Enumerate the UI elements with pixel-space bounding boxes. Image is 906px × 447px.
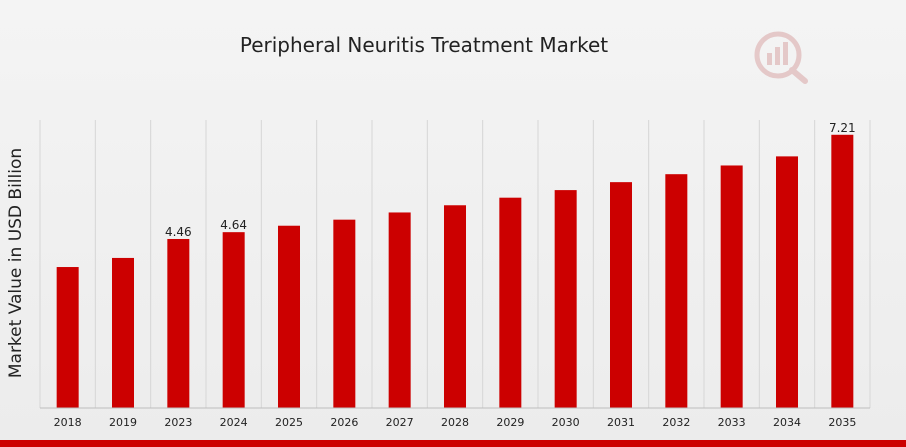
bar-2019 (112, 257, 134, 408)
ticks-layer: 2018 2019 2023 2024 2025 2026 2027 2028 2029 2030… (54, 416, 857, 429)
grid-layer (39, 120, 871, 408)
x-tick-label: 2026 (330, 416, 358, 429)
bar-2024 (222, 232, 245, 408)
x-tick-label: 2035 (828, 416, 856, 429)
x-tick-label: 2023 (164, 416, 192, 429)
data-label-2023: 4.46 (165, 225, 192, 239)
x-tick-label: 2034 (773, 416, 801, 429)
bottom-accent-band (0, 440, 906, 447)
x-tick-label: 2018 (54, 416, 82, 429)
x-tick-label: 2025 (275, 416, 303, 429)
y-axis-label: Market Value in USD Billion (6, 148, 26, 378)
brand-logo-icon (754, 31, 808, 84)
bar-2025 (278, 225, 300, 408)
labels-layer: 4.46 4.64 7.21 (165, 121, 856, 239)
bar-2029 (499, 197, 522, 408)
x-tick-label: 2032 (662, 416, 690, 429)
x-tick-label: 2024 (220, 416, 248, 429)
bar-2026 (333, 219, 356, 408)
data-label-2024: 4.64 (220, 218, 247, 232)
x-tick-label: 2029 (496, 416, 524, 429)
bar-2035 (831, 134, 854, 409)
x-tick-label: 2030 (552, 416, 580, 429)
chart-title: Peripheral Neuritis Treatment Market (240, 33, 608, 57)
bar-2032 (665, 174, 688, 408)
x-tick-label: 2033 (718, 416, 746, 429)
bar-2030 (554, 190, 577, 408)
bar-2018 (56, 267, 79, 408)
data-label-2035: 7.21 (829, 121, 856, 135)
x-tick-label: 2028 (441, 416, 469, 429)
x-tick-label: 2019 (109, 416, 137, 429)
bar-2023 (167, 238, 190, 408)
x-tick-label: 2031 (607, 416, 635, 429)
x-tick-label: 2027 (386, 416, 414, 429)
bars-layer (56, 134, 854, 409)
bar-2031 (610, 182, 632, 408)
bar-2027 (388, 212, 411, 408)
bar-2034 (776, 156, 798, 408)
bar-2033 (720, 165, 743, 408)
bar-2028 (444, 205, 466, 408)
